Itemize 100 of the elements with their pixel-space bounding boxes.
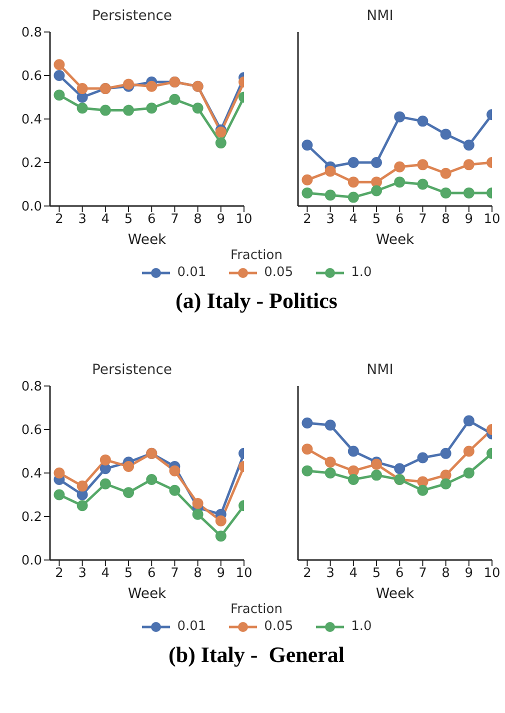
point — [440, 128, 452, 140]
point — [302, 140, 313, 151]
point — [324, 420, 336, 431]
point — [123, 104, 134, 116]
x-tick-label: 9 — [464, 212, 474, 228]
point — [123, 460, 134, 472]
point — [100, 454, 111, 466]
legend-label: 0.01 — [177, 265, 206, 280]
point — [440, 187, 452, 198]
x-tick-label: 9 — [216, 566, 226, 582]
x-tick-label: 10 — [484, 212, 500, 228]
legend-label: 0.05 — [264, 619, 294, 634]
x-tick-label: 6 — [395, 212, 404, 228]
x-tick-label: 8 — [442, 566, 450, 582]
x-tick-label: 5 — [124, 212, 133, 228]
chart-title: Persistence — [90, 8, 174, 26]
x-tick-label: 2 — [303, 212, 312, 228]
point — [394, 111, 406, 122]
point — [192, 102, 204, 114]
legend-label: 1.0 — [351, 265, 372, 280]
y-tick-label: 0.2 — [21, 510, 42, 526]
point — [324, 166, 336, 177]
point — [192, 498, 204, 509]
x-tick-label: 8 — [194, 566, 202, 582]
point — [169, 94, 180, 105]
point — [463, 187, 474, 198]
point — [54, 70, 65, 81]
point — [394, 161, 406, 172]
point — [123, 487, 134, 498]
legend-title: Fraction — [230, 248, 284, 263]
x-axis-title: Week — [128, 586, 168, 602]
x-axis-title: Week — [376, 586, 416, 602]
x-tick-label: 10 — [236, 212, 252, 228]
point — [417, 178, 428, 190]
point — [302, 465, 313, 476]
point — [440, 470, 452, 481]
point — [348, 176, 359, 188]
chart-title: Persistence — [90, 362, 174, 380]
point — [324, 468, 336, 478]
x-tick-label: 7 — [170, 566, 179, 582]
y-tick-label: 0.8 — [21, 26, 42, 41]
text: (b) Italy - General — [168, 642, 346, 668]
point — [54, 59, 65, 70]
x-tick-label: 6 — [147, 566, 156, 582]
chart-title: NMI — [366, 362, 394, 380]
point — [394, 463, 406, 474]
x-tick-label: 5 — [372, 566, 381, 582]
x-tick-label: 4 — [101, 212, 110, 228]
point — [192, 508, 204, 520]
y-tick-label: 0.4 — [21, 112, 42, 128]
point — [302, 417, 313, 428]
x-tick-label: 3 — [326, 566, 334, 582]
point — [417, 116, 428, 127]
point — [54, 489, 65, 500]
y-tick-label: 0.4 — [21, 466, 42, 482]
legend-title: Fraction — [230, 602, 284, 617]
point — [146, 102, 158, 114]
point — [76, 83, 88, 94]
x-tick-label: 3 — [78, 212, 86, 228]
point — [76, 102, 88, 114]
chart-title: NMI — [366, 8, 394, 26]
point — [215, 530, 226, 542]
point — [348, 157, 359, 168]
x-tick-label: 4 — [349, 566, 358, 582]
x-tick-label: 5 — [124, 566, 133, 582]
point — [146, 80, 158, 92]
y-tick-label: 0.8 — [21, 380, 42, 395]
y-tick-label: 0.2 — [21, 156, 42, 172]
point — [371, 185, 382, 196]
point — [440, 448, 452, 459]
x-tick-label: 8 — [194, 212, 202, 228]
point — [324, 456, 336, 468]
point — [348, 474, 359, 486]
point — [463, 468, 474, 478]
point — [394, 176, 406, 188]
y-tick-label: 0.0 — [21, 554, 42, 569]
point — [302, 444, 313, 455]
point — [215, 126, 226, 138]
point — [54, 90, 65, 101]
text: (a) Italy - Politics — [174, 288, 338, 314]
x-tick-label: 3 — [78, 566, 86, 582]
y-tick-label: 0.6 — [21, 423, 42, 438]
x-tick-label: 7 — [418, 212, 427, 228]
point — [324, 190, 336, 201]
point — [440, 478, 452, 490]
point — [440, 168, 452, 179]
x-tick-label: 10 — [484, 566, 500, 582]
x-axis-title: Week — [376, 232, 416, 248]
x-tick-label: 2 — [55, 212, 64, 228]
point — [76, 480, 88, 492]
legend-label: 1.0 — [351, 619, 372, 634]
point — [76, 500, 88, 512]
point — [215, 515, 226, 526]
x-tick-label: 2 — [303, 566, 312, 582]
point — [169, 484, 180, 496]
x-tick-label: 6 — [395, 566, 404, 582]
point — [417, 159, 428, 170]
point — [417, 452, 428, 464]
x-tick-label: 4 — [101, 566, 110, 582]
point — [169, 465, 180, 476]
